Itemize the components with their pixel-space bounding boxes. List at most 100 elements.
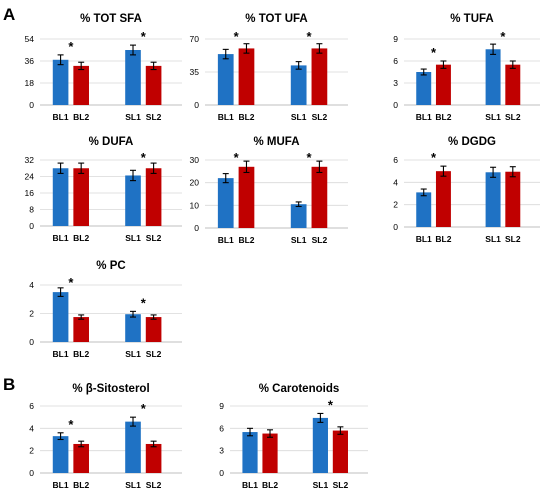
y-tick-label: 0 [219,468,224,478]
y-tick-label: 0 [29,468,34,478]
chart-tufa: % TUFA 0 3 6 9 BL1 BL2 SL1 SL2 * * [393,13,540,122]
category-label: BL1 [218,112,234,122]
bar-bl1 [52,436,69,473]
y-tick-label: 0 [194,100,199,110]
y-tick-label: 0 [393,222,398,232]
bar-sl1 [125,175,141,226]
chart-mufa: % MUFA 0 10 20 30 BL1 BL2 SL1 SL2 * * [190,136,348,245]
category-label: SL1 [485,112,501,122]
category-label: SL1 [291,112,307,122]
category-label: SL1 [291,235,307,245]
y-tick-label: 6 [29,401,34,411]
y-tick-label: 2 [29,446,34,456]
significance-marker: * [307,29,313,44]
bar-sl2 [145,317,162,342]
bar-bl2 [73,443,89,473]
y-tick-label: 0 [194,223,199,233]
bar-sl1 [485,172,501,227]
y-tick-label: 0 [393,100,398,110]
category-label: BL1 [53,112,69,122]
y-tick-label: 20 [190,178,200,188]
category-label: BL1 [53,480,69,490]
y-tick-label: 30 [190,155,200,165]
bar-bl1 [52,168,69,226]
bar-bl1 [416,72,432,105]
bar-bl2 [435,64,451,105]
chart-tot-ufa: % TOT UFA 0 35 70 BL1 BL2 SL1 SL2 * * [190,13,348,122]
significance-marker: * [68,39,74,54]
y-tick-label: 8 [29,205,34,215]
chart-title: % TOT SFA [80,13,142,25]
y-tick-label: 3 [219,446,224,456]
bar-sl1 [290,65,307,105]
bar-bl2 [262,433,278,473]
y-tick-label: 24 [25,172,35,182]
y-tick-label: 0 [29,221,34,231]
significance-marker: * [500,29,506,44]
category-label: BL2 [73,349,89,359]
y-tick-label: 4 [29,423,34,433]
y-tick-label: 2 [29,309,34,319]
chart-title: % TOT UFA [245,13,307,25]
category-label: BL2 [262,480,278,490]
category-label: BL1 [53,233,69,243]
significance-marker: * [141,29,147,44]
category-label: BL1 [242,480,258,490]
y-tick-label: 54 [25,34,35,44]
category-label: SL2 [312,235,328,245]
significance-marker: * [328,397,334,412]
category-label: BL2 [238,112,254,122]
bar-sl2 [145,443,162,473]
bar-sl1 [290,204,307,228]
y-tick-label: 35 [190,67,200,77]
significance-marker: * [234,29,240,44]
chart-pc: % PC 0 2 4 BL1 BL2 SL1 SL2 * * [29,260,182,359]
category-label: SL1 [485,234,501,244]
bar-bl2 [73,317,89,342]
y-tick-label: 16 [25,188,35,198]
category-label: BL1 [53,349,69,359]
significance-marker: * [68,417,74,432]
chart-title: % β-Sitosterol [72,383,149,395]
bar-bl1 [242,432,258,473]
bar-bl2 [73,65,89,105]
y-tick-label: 2 [393,200,398,210]
chart-title: % MUFA [254,136,300,148]
y-tick-label: 3 [393,78,398,88]
category-label: BL1 [218,235,234,245]
category-label: BL2 [73,233,89,243]
bar-sl2 [145,65,162,105]
y-tick-label: 36 [25,56,35,66]
bar-sl1 [312,417,328,473]
chart-title: % PC [96,260,125,272]
y-tick-label: 6 [393,155,398,165]
y-tick-label: 4 [393,177,398,187]
y-tick-label: 32 [25,155,35,165]
y-tick-label: 6 [219,423,224,433]
bar-bl2 [73,168,89,226]
category-label: BL1 [416,112,432,122]
category-label: SL2 [505,234,521,244]
bar-sl2 [311,48,328,105]
significance-marker: * [141,401,147,416]
category-label: SL1 [125,233,141,243]
category-label: SL1 [125,112,141,122]
bar-sl2 [505,171,521,227]
y-tick-label: 10 [190,200,200,210]
category-label: SL1 [313,480,329,490]
significance-marker: * [141,295,147,310]
bar-bl1 [217,178,234,228]
bar-bl2 [435,171,451,227]
bar-bl1 [217,54,234,105]
chart-title: % Carotenoids [259,383,340,395]
chart-carotenoids: % Carotenoids 0 3 6 9 BL1 BL2 SL1 SL2 * [219,383,368,490]
panel-label-a: A [3,5,15,24]
category-label: BL2 [435,234,451,244]
category-label: SL2 [146,233,162,243]
bar-bl2 [238,166,255,228]
chart-title: % DUFA [89,136,134,148]
category-label: BL2 [73,112,89,122]
category-label: SL2 [146,112,162,122]
